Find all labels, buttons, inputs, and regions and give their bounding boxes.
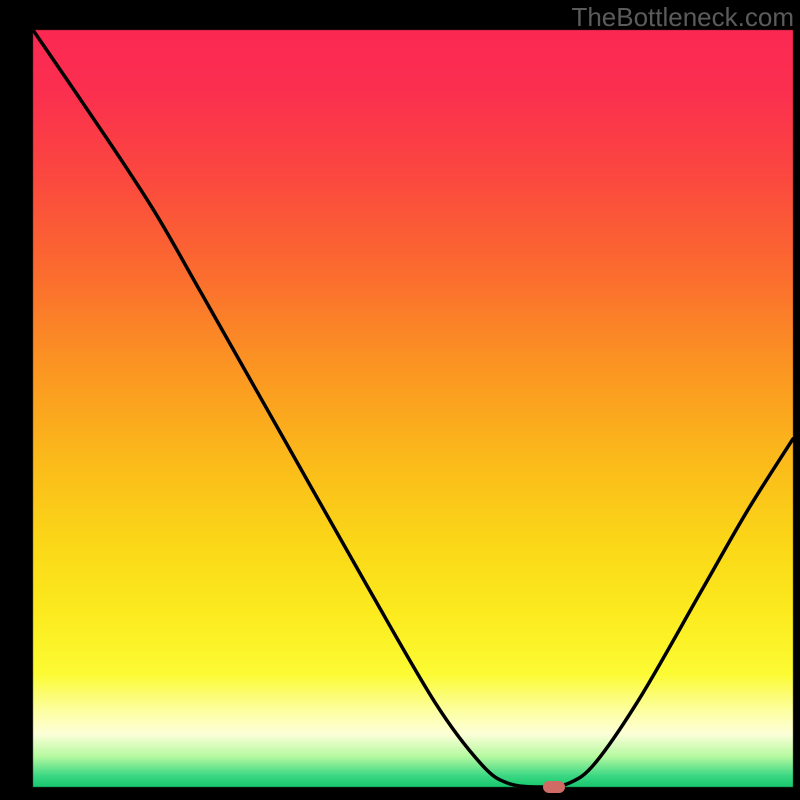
chart-container: TheBottleneck.com (0, 0, 800, 800)
watermark-text: TheBottleneck.com (571, 2, 794, 33)
gradient-heatmap-background (0, 0, 800, 800)
minimum-marker (543, 781, 565, 793)
